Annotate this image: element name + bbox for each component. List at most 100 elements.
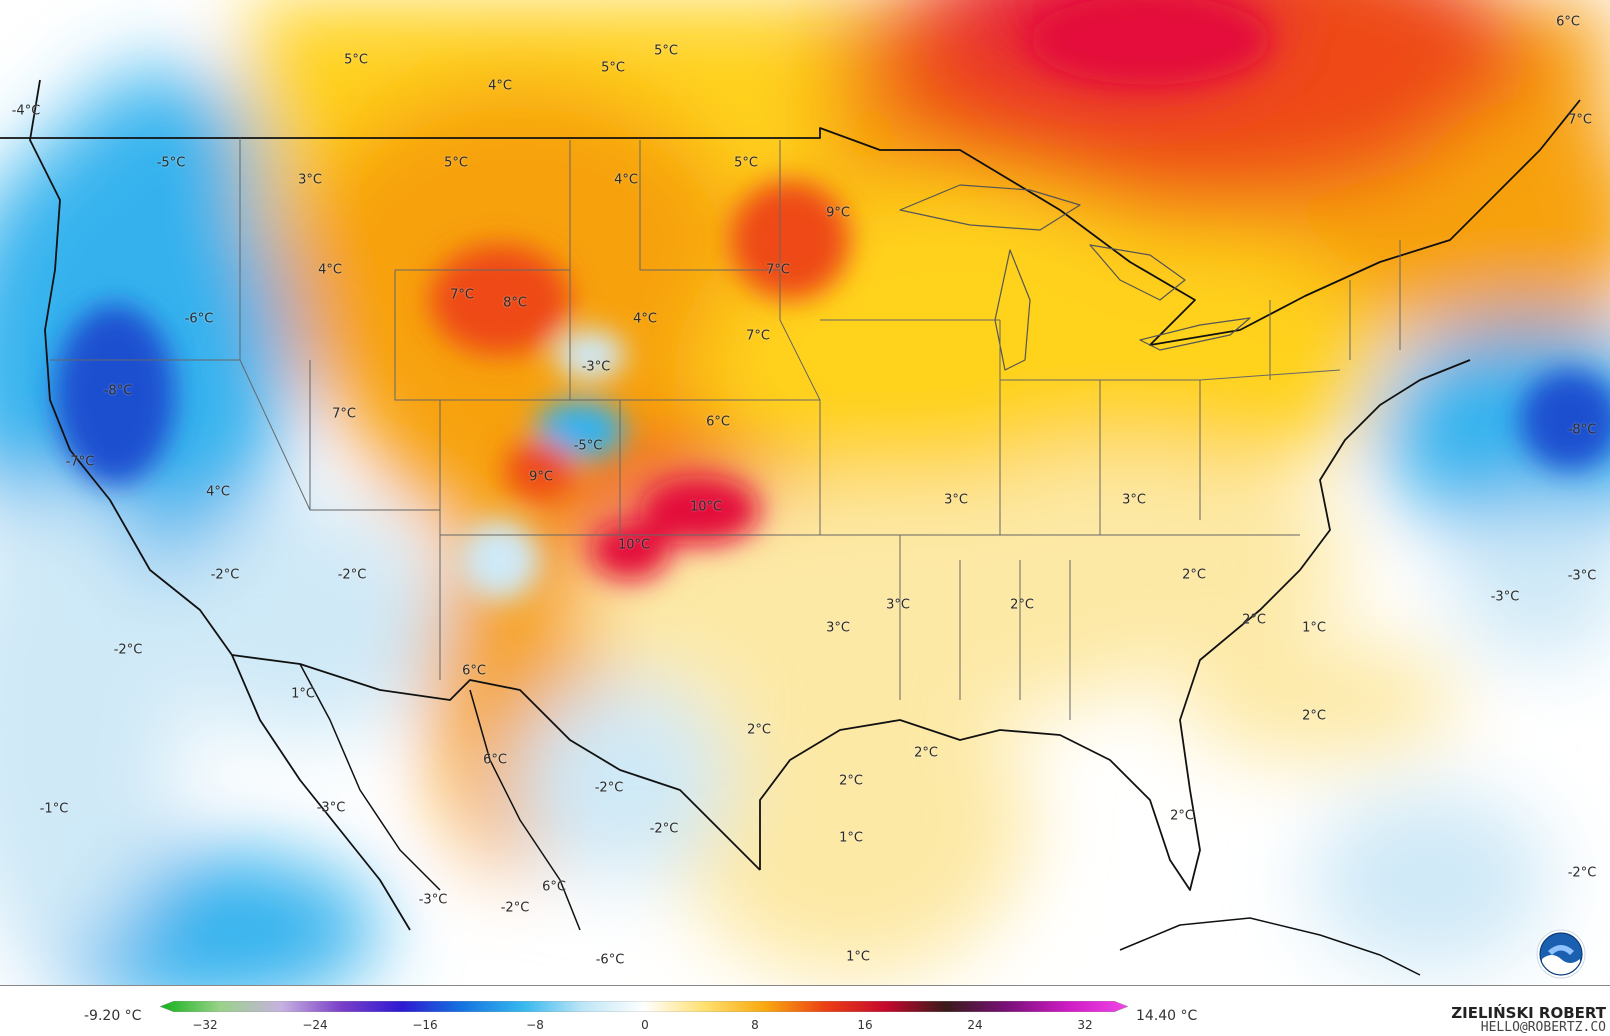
temperature-label: 7°C — [332, 406, 356, 422]
temperature-label: 3°C — [886, 597, 910, 613]
temperature-label: 7°C — [1568, 112, 1592, 128]
temperature-label: 5°C — [654, 43, 678, 59]
temperature-label: -2°C — [649, 821, 679, 837]
state-lines-central — [620, 140, 1300, 720]
temperature-core-8 — [730, 180, 850, 300]
temperature-region-21 — [160, 500, 440, 740]
temperature-label: -8°C — [103, 383, 133, 399]
temperature-core-3 — [555, 330, 625, 380]
temperature-label: 3°C — [1122, 492, 1146, 508]
temperature-label: 2°C — [839, 773, 863, 789]
legend-max-label: 14.40 °C — [1136, 1008, 1198, 1024]
temperature-label: -5°C — [156, 155, 186, 171]
temperature-label: 7°C — [450, 287, 474, 303]
great-lakes-erie — [1139, 317, 1251, 351]
temperature-label: 1°C — [291, 686, 315, 702]
cuba-coastline — [1119, 917, 1421, 976]
temperature-field — [0, 0, 1610, 985]
temperature-label: 4°C — [318, 262, 342, 278]
temperature-label: 6°C — [542, 879, 566, 895]
temperature-label: -3°C — [1567, 568, 1597, 584]
colorbar-tick-label: −32 — [192, 1018, 218, 1032]
temperature-core-10 — [460, 520, 540, 600]
temperature-label: -5°C — [573, 438, 603, 454]
temperature-label: 7°C — [766, 262, 790, 278]
temperature-label: 9°C — [826, 205, 850, 221]
temperature-label: -2°C — [1567, 865, 1597, 881]
temperature-region-14 — [670, 660, 1030, 980]
temperature-label: 10°C — [689, 499, 723, 515]
us-mexico-border — [231, 654, 761, 871]
state-lines-west — [50, 138, 621, 680]
temperature-region-16 — [60, 70, 260, 270]
temperature-label: 2°C — [914, 745, 938, 761]
temperature-label: 3°C — [298, 172, 322, 188]
temperature-label: -7°C — [65, 454, 95, 470]
temperature-label: 1°C — [1302, 620, 1326, 636]
great-lakes-superior — [899, 184, 1081, 231]
temperature-core-4 — [430, 245, 570, 355]
temperature-region-8 — [1020, 240, 1380, 480]
temperature-label: 3°C — [944, 492, 968, 508]
temperature-label: 4°C — [206, 484, 230, 500]
temperature-label: -8°C — [1567, 422, 1597, 438]
temperature-label: 2°C — [1302, 708, 1326, 724]
temperature-label: -2°C — [113, 642, 143, 658]
colorbar-tick-label: 32 — [1077, 1018, 1093, 1032]
temperature-label: -3°C — [316, 800, 346, 816]
colorbar-tick-label: 24 — [967, 1018, 983, 1032]
temperature-label: 2°C — [1170, 808, 1194, 824]
temperature-region-18 — [1450, 500, 1610, 660]
temperature-label: 8°C — [503, 295, 527, 311]
temperature-label: 6°C — [706, 414, 730, 430]
temperature-label: 5°C — [444, 155, 468, 171]
temperature-label: 1°C — [839, 830, 863, 846]
temperature-label: 1°C — [846, 949, 870, 965]
temperature-label: -2°C — [500, 900, 530, 916]
temperature-label: 5°C — [601, 60, 625, 76]
great-lakes-huron — [1089, 244, 1186, 301]
us-canada-border — [0, 99, 1581, 346]
political-borders — [0, 79, 1581, 976]
temperature-label: 4°C — [614, 172, 638, 188]
temperature-label: -2°C — [210, 567, 240, 583]
temperature-label: -1°C — [39, 801, 69, 817]
colorbar-tick-label: −24 — [302, 1018, 328, 1032]
temperature-region-23 — [1310, 790, 1550, 970]
temperature-label: 2°C — [1182, 567, 1206, 583]
state-lines-east — [1000, 240, 1401, 535]
pacific-coastline — [29, 79, 411, 931]
temperature-core-0 — [55, 305, 175, 485]
colorbar-tick-label: −8 — [526, 1018, 544, 1032]
temperature-label: -4°C — [11, 103, 41, 119]
temperature-label: -6°C — [184, 311, 214, 327]
temperature-label: 7°C — [746, 328, 770, 344]
temperature-label: -3°C — [418, 892, 448, 908]
noaa-logo-icon — [1536, 929, 1586, 979]
temperature-label: -2°C — [337, 567, 367, 583]
temperature-label: 4°C — [488, 78, 512, 94]
temperature-core-5 — [640, 475, 760, 545]
temperature-label: 9°C — [529, 469, 553, 485]
great-lakes-michigan — [994, 249, 1031, 371]
temperature-core-1 — [1520, 370, 1610, 470]
temperature-label: 2°C — [1242, 612, 1266, 628]
gulf-coastline — [759, 359, 1471, 891]
temperature-region-20 — [0, 480, 180, 960]
temperature-anomaly-map: 5°C 4°C 5°C 5°C 6°C 7°C -4°C -5°C 3°C 5°C 4°C 5°C 9°… — [0, 0, 1610, 985]
temperature-label: 6°C — [1556, 14, 1580, 30]
colorbar-tick-label: 8 — [751, 1018, 759, 1032]
colorbar — [160, 1001, 1128, 1012]
temperature-label: 5°C — [734, 155, 758, 171]
temperature-label: -6°C — [595, 952, 625, 968]
temperature-core-7 — [505, 440, 575, 500]
temperature-label: -3°C — [581, 359, 611, 375]
temperature-label: -3°C — [1490, 589, 1520, 605]
temperature-label: 10°C — [617, 537, 651, 553]
baja-coastline — [299, 663, 581, 931]
temperature-label: 3°C — [826, 620, 850, 636]
colorbar-tick-label: 0 — [641, 1018, 649, 1032]
temperature-label: 2°C — [1010, 597, 1034, 613]
colorbar-tick-label: −16 — [412, 1018, 438, 1032]
colorbar-gradient — [160, 1001, 1128, 1012]
